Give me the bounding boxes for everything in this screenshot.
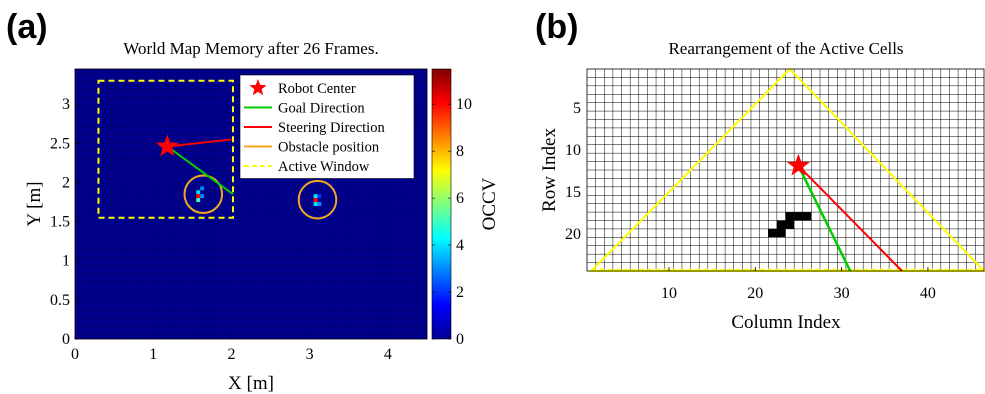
x-tick-label: 40	[920, 285, 936, 302]
occupied-cell	[200, 194, 205, 199]
y-tick-label: 3	[62, 96, 70, 113]
chart-a-x-ticks: 0 1 2 3 4	[71, 335, 392, 363]
goal-direction-line	[797, 165, 852, 272]
black-cell	[768, 228, 777, 238]
y-tick-label: 20	[565, 226, 581, 243]
occupied-cell	[313, 198, 318, 203]
x-tick-label: 2	[227, 346, 235, 363]
legend-entry-label: Active Window	[278, 159, 370, 175]
black-cell	[785, 220, 795, 229]
panel-a: (a) World Map Memory after 26 Frames. 0 1…	[6, 8, 500, 394]
occupied-cell	[196, 190, 201, 195]
panel-b-label: (b)	[535, 8, 578, 46]
chart-a-legend: Robot Center Goal Direction Steering Direc…	[239, 74, 415, 179]
obstacle-circle	[297, 179, 338, 220]
colorbar-tick-label: 10	[456, 96, 472, 113]
colorbar-label: OCCV	[479, 177, 500, 230]
y-tick-label: 15	[565, 184, 581, 201]
chart-b-y-axis-label: Row Index	[539, 128, 560, 212]
x-tick-label: 20	[747, 285, 763, 302]
y-tick-label: 0	[62, 331, 70, 348]
colorbar-ticks: 0 2 4 6 8 10	[432, 96, 472, 348]
y-tick-label: 2	[62, 174, 70, 191]
y-tick-label: 1.5	[50, 214, 70, 231]
y-tick-label: 1	[62, 253, 70, 270]
black-cell	[785, 212, 795, 221]
occupied-cell	[313, 202, 318, 206]
colorbar-tick-label: 8	[456, 143, 464, 160]
steering-direction-line	[167, 138, 232, 148]
chart-a-y-ticks: 0 0.5 1 1.5 2 2.5 3	[50, 96, 79, 348]
chart-a-occupied-cells	[196, 186, 322, 206]
chart-b-plot-frame	[586, 68, 985, 272]
chart-b-x-axis-label: Column Index	[731, 312, 841, 333]
chart-a-plot-frame	[74, 68, 428, 340]
panel-a-label: (a)	[6, 8, 48, 46]
y-tick-label: 5	[573, 100, 581, 117]
obstacle-circle	[183, 174, 224, 214]
chart-a-x-axis-label: X [m]	[228, 373, 274, 394]
chart-b-grid	[587, 69, 984, 271]
black-cell	[776, 220, 786, 229]
black-cell	[776, 228, 786, 238]
chart-a-y-axis-label: Y [m]	[24, 181, 45, 226]
colorbar-tick-label: 4	[456, 237, 464, 254]
robot-center-star	[155, 134, 179, 157]
legend-entry-label: Robot Center	[278, 81, 356, 97]
occupied-cell	[200, 186, 205, 191]
robot-center-star	[787, 153, 810, 176]
active-window	[97, 79, 235, 219]
chart-b-title: Rearrangement of the Active Cells	[668, 39, 903, 58]
y-tick-label: 10	[565, 142, 581, 159]
chart-b-black-cells	[768, 212, 812, 238]
x-tick-label: 0	[71, 346, 79, 363]
colorbar-tick-label: 6	[456, 190, 464, 207]
chart-a-overlay	[97, 79, 338, 220]
occupied-cell	[317, 194, 322, 199]
panel-b: (b) Rearrangement of the Active Cells 10…	[535, 8, 985, 333]
x-tick-label: 3	[306, 346, 314, 363]
x-tick-label: 4	[384, 346, 392, 363]
legend-entry-label: Steering Direction	[278, 120, 385, 136]
chart-b-y-ticks: 5 10 15 20	[565, 100, 581, 243]
x-tick-label: 10	[661, 285, 677, 302]
chart-a-title: World Map Memory after 26 Frames.	[123, 39, 378, 58]
steering-direction-line	[797, 165, 903, 272]
goal-direction-line	[166, 145, 234, 196]
x-tick-label: 30	[834, 285, 850, 302]
legend-marker-star	[249, 79, 267, 96]
black-cell	[794, 212, 803, 221]
legend-entry-label: Obstacle position	[278, 140, 380, 156]
y-tick-label: 2.5	[50, 135, 70, 152]
x-tick-label: 1	[149, 346, 157, 363]
colorbar	[431, 68, 452, 340]
y-tick-label: 0.5	[50, 292, 70, 309]
colorbar-tick-label: 0	[456, 331, 464, 348]
occupied-cell	[196, 198, 201, 203]
occupied-cell	[313, 194, 318, 199]
occupied-cell	[196, 194, 201, 199]
colorbar-tick-label: 2	[456, 284, 464, 301]
black-cell	[802, 212, 812, 221]
chart-b-x-ticks: 10 20 30 40	[661, 267, 936, 302]
legend-entry-label: Goal Direction	[278, 101, 365, 117]
occupied-cell	[317, 202, 322, 206]
